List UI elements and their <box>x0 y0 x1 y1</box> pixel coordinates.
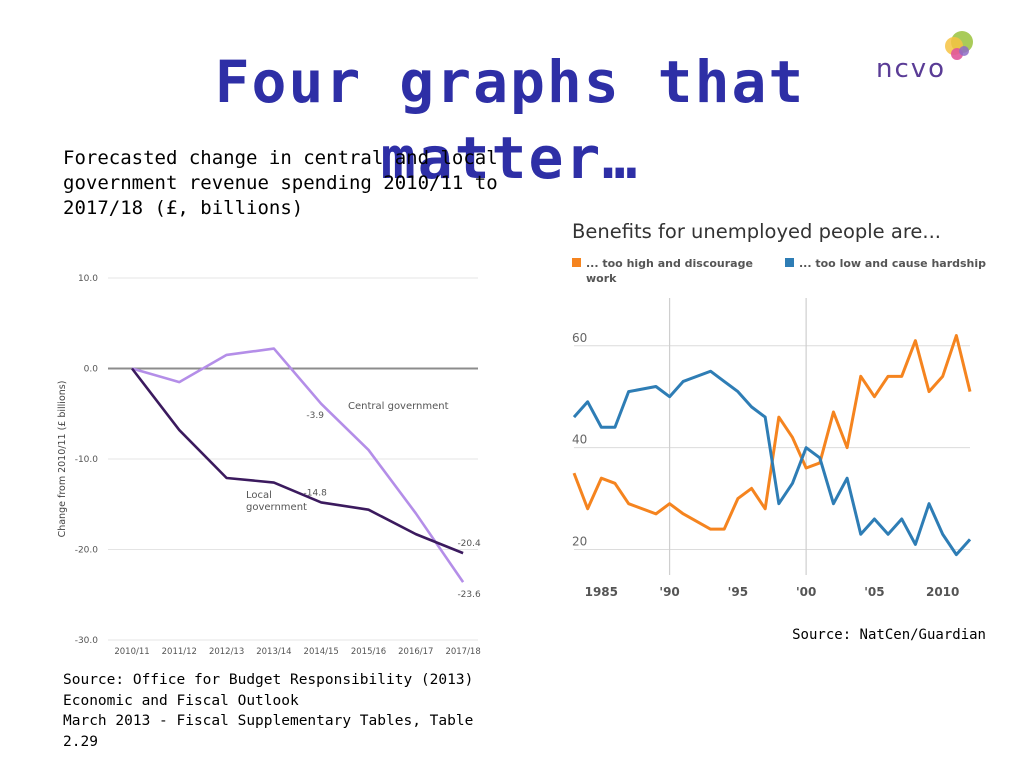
y-tick-label: 0.0 <box>84 365 99 375</box>
local-government-line <box>130 367 464 555</box>
x-tick-label: '00 <box>796 585 816 599</box>
left-chart-source: Source: Office for Budget Responsibility… <box>63 672 474 750</box>
x-tick-label: '90 <box>659 585 679 599</box>
x-tick-label: 2013/14 <box>256 647 291 657</box>
ncvo-logo: ncvo <box>872 24 982 88</box>
slide-title: Four graphs that matter… <box>214 48 806 192</box>
government-spending-chart: 10.0 0.0 -10.0 -20.0 -30.0 Change from 2010/1… <box>57 274 481 657</box>
y-tick-label: -10.0 <box>75 455 99 465</box>
y-tick-label: 10.0 <box>78 274 98 284</box>
data-label: -23.6 <box>457 590 481 600</box>
local-government-label: Local <box>246 490 272 501</box>
y-axis-label: Change from 2010/11 (£ billions) <box>57 381 68 538</box>
benefits-opinion-chart: Benefits for unemployed people are......… <box>572 220 986 599</box>
logo-text: ncvo <box>876 54 947 84</box>
x-tick-label: 2010/11 <box>114 647 149 657</box>
too-high-line <box>572 334 972 531</box>
x-tick-label: '95 <box>728 585 748 599</box>
x-tick-label: 1985 <box>585 585 618 599</box>
x-tick-label: 2015/16 <box>351 647 386 657</box>
x-tick-label: 2016/17 <box>398 647 433 657</box>
logo-mark-icon <box>945 31 973 60</box>
x-tick-label: 2010 <box>926 585 959 599</box>
legend-label-too-high-cont: work <box>586 272 617 285</box>
y-tick-label: -30.0 <box>75 636 99 646</box>
y-tick-label: 20 <box>572 535 587 549</box>
too-low-line <box>572 369 972 557</box>
x-tick-label: '05 <box>864 585 884 599</box>
legend-label-too-high: ... too high and discourage <box>586 257 753 270</box>
right-chart-title: Benefits for unemployed people are... <box>572 220 941 243</box>
y-tick-label: 40 <box>572 433 587 447</box>
legend-label-too-low: ... too low and cause hardship <box>799 257 986 270</box>
local-government-label: government <box>246 502 307 513</box>
y-tick-label: -20.0 <box>75 546 99 556</box>
data-label: -20.4 <box>457 539 481 549</box>
data-label: -14.8 <box>304 488 328 498</box>
legend-swatch-too-high <box>572 258 581 267</box>
x-tick-label: 2014/15 <box>304 647 339 657</box>
central-government-line <box>131 347 465 583</box>
x-tick-label: 2012/13 <box>209 647 244 657</box>
x-tick-label: 2011/12 <box>162 647 197 657</box>
data-label: -3.9 <box>306 411 324 421</box>
right-chart-source: Source: NatCen/Guardian <box>792 627 986 643</box>
x-tick-label: 2017/18 <box>445 647 480 657</box>
legend-swatch-too-low <box>785 258 794 267</box>
central-government-label: Central government <box>348 401 449 412</box>
logo-dot-purple <box>959 46 969 56</box>
y-tick-label: 60 <box>572 331 587 345</box>
left-chart-caption: Forecasted change in central and local g… <box>63 147 498 219</box>
